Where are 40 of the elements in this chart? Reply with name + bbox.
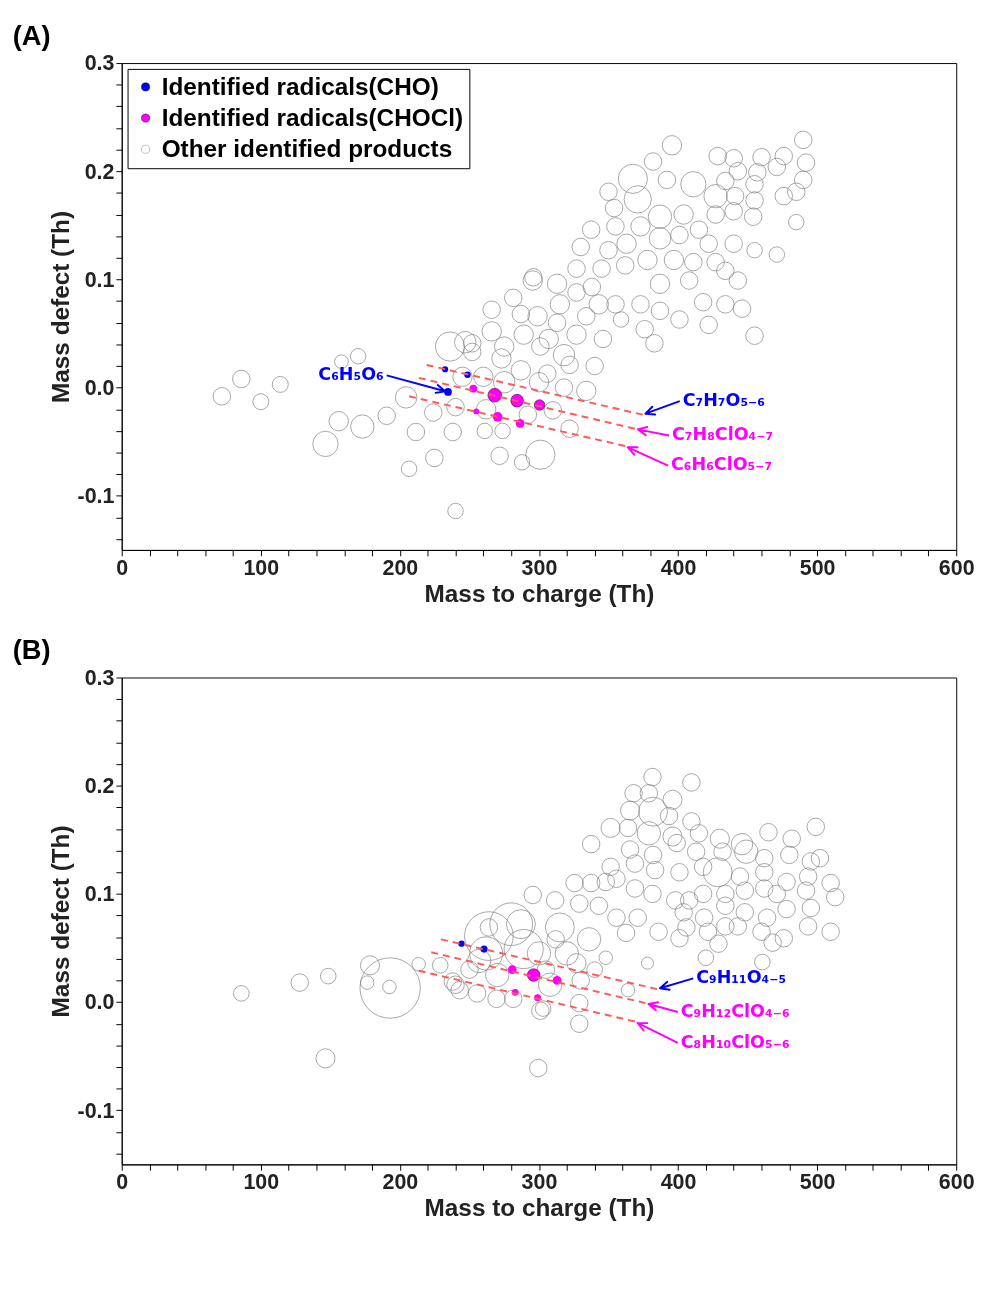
x-tick-label: 300 <box>521 1170 558 1195</box>
y-tick-label: -0.1 <box>77 1098 115 1123</box>
x-tick-label: 100 <box>243 555 280 580</box>
chart-title: (B) <box>12 634 51 665</box>
x-tick-label: 600 <box>938 1170 975 1195</box>
legend-label: Identified radicals(CHOCl) <box>161 103 464 131</box>
x-tick-label: 500 <box>799 1170 836 1195</box>
y-tick-label: 0.0 <box>84 375 115 400</box>
annotation: C₉H₁₁O₄₋₅ <box>696 967 787 988</box>
x-tick-label: 200 <box>382 1170 419 1195</box>
annotation: C₆H₅O₆ <box>318 364 384 385</box>
y-tick-label: 0.3 <box>84 665 115 690</box>
y-tick-label: 0.0 <box>84 990 115 1015</box>
annotation: C₉H₁₂ClO₄₋₆ <box>680 1000 790 1021</box>
annotation: C₇H₈ClO₄₋₇ <box>671 424 774 445</box>
y-tick-label: -0.1 <box>77 484 115 509</box>
y-axis-title: Mass defect (Th) <box>46 825 74 1018</box>
x-axis-title: Mass to charge (Th) <box>424 1194 655 1222</box>
x-tick-label: 0 <box>116 555 129 580</box>
x-tick-label: 600 <box>938 555 975 580</box>
y-tick-label: 0.2 <box>84 774 115 798</box>
y-tick-label: 0.1 <box>84 882 115 907</box>
y-tick-label: 0.3 <box>84 51 115 76</box>
x-axis-title: Mass to charge (Th) <box>424 580 655 608</box>
x-tick-label: 0 <box>116 1170 129 1195</box>
x-tick-label: 400 <box>660 1170 697 1195</box>
y-tick-label: 0.2 <box>84 159 115 184</box>
annotation: C₈H₁₀ClO₅₋₆ <box>680 1031 790 1052</box>
x-tick-label: 400 <box>660 555 697 580</box>
x-tick-label: 100 <box>243 1170 280 1195</box>
legend-label: Identified radicals(CHO) <box>161 72 439 100</box>
x-tick-label: 500 <box>799 555 836 580</box>
y-tick-label: 0.1 <box>84 267 115 292</box>
x-tick-label: 200 <box>382 555 419 580</box>
legend-label: Other identified products <box>161 135 453 163</box>
annotation: C₆H₆ClO₅₋₇ <box>670 454 773 475</box>
x-tick-label: 300 <box>521 555 558 580</box>
annotation: C₇H₇O₅₋₆ <box>682 389 765 410</box>
y-axis-title: Mass defect (Th) <box>46 211 74 403</box>
chart-title: (A) <box>12 19 51 51</box>
